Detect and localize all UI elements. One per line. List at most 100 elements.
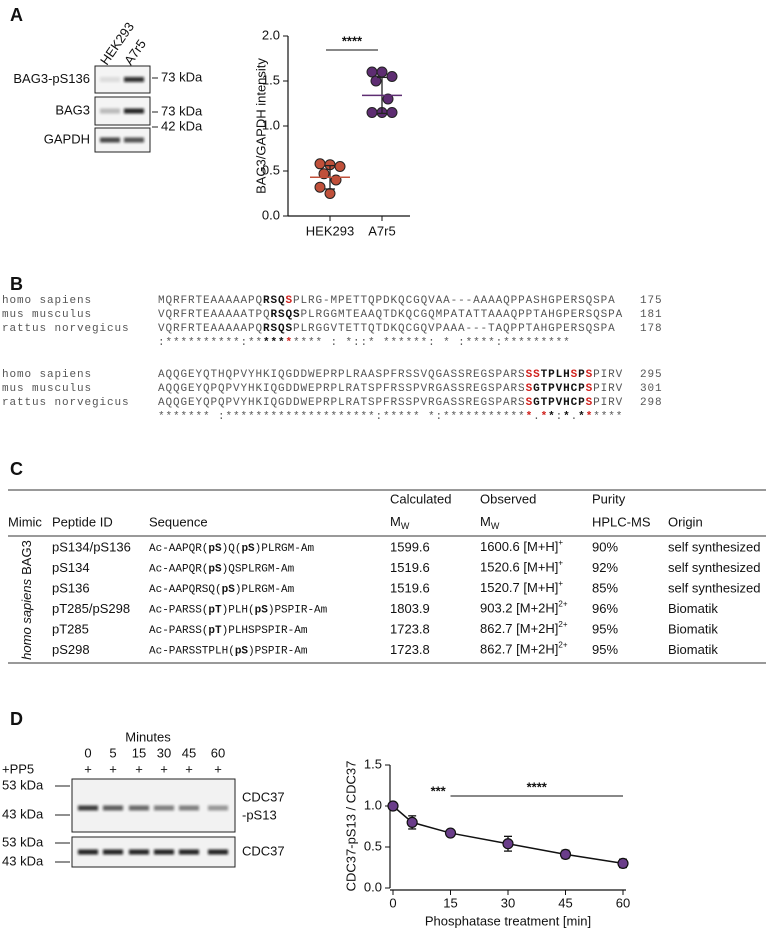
- y-tick-label: 1.0: [262, 117, 280, 132]
- y-tick-label: 1.0: [364, 797, 382, 812]
- charge: +: [558, 559, 563, 568]
- lane-label: 0: [84, 745, 91, 760]
- panel-label: A: [10, 5, 23, 25]
- blot-label: CDC37: [242, 843, 285, 858]
- y-tick-label: 2.0: [262, 27, 280, 42]
- segment: ******* :********************:***** *:**…: [158, 411, 526, 423]
- segment: RSQ: [263, 295, 286, 307]
- header-symbol: M: [390, 514, 401, 529]
- mimic-protein: BAG3: [19, 540, 34, 575]
- band: [100, 108, 120, 114]
- data-line: [392, 805, 624, 865]
- header: Origin: [668, 514, 703, 529]
- segment: *: [586, 411, 594, 423]
- origin: Biomatik: [668, 642, 718, 657]
- segment: SS: [526, 369, 541, 381]
- sequence: VQRFRTEAAAAATPQRSQSPLRGGMTEAAQTDKQCGQMPA…: [158, 309, 623, 321]
- row-label: BAG3-pS136: [13, 71, 90, 86]
- band: [124, 137, 144, 143]
- lane-label: 45: [182, 745, 196, 760]
- segment: :: [556, 411, 564, 423]
- segment: pS: [222, 584, 236, 596]
- marker-label: 73 kDa: [161, 69, 203, 84]
- header: MW: [390, 514, 410, 531]
- peptide-id: pS134/pS136: [52, 539, 131, 554]
- data-point: [559, 848, 572, 860]
- data-point: [314, 181, 326, 193]
- observed-mass: 862.7 [M+2H]2+: [480, 620, 568, 636]
- band: [129, 805, 149, 811]
- segment: )PLRGM-Am: [235, 584, 295, 596]
- band: [208, 805, 228, 811]
- species: mus musculus: [2, 309, 92, 321]
- observed-value: 1520.7 [M+H]: [480, 580, 558, 595]
- panel-label: B: [10, 274, 23, 294]
- band: [179, 849, 199, 855]
- sequence: AQQGEYQPQPVYHKIQGDDWEPRPLRATSPFRSSPVRGAS…: [158, 397, 623, 409]
- calculated-mass: 1803.9: [390, 601, 430, 616]
- band: [78, 849, 98, 855]
- y-axis-label: CDC37-pS13 / CDC37: [343, 761, 358, 892]
- segment: S: [286, 295, 294, 307]
- purity: 96%: [592, 601, 618, 616]
- header-symbol: M: [480, 514, 491, 529]
- segment: S: [526, 383, 534, 395]
- mimic-group: homo sapiens BAG3: [19, 540, 34, 660]
- observed-value: 903.2 [M+2H]: [480, 601, 558, 616]
- band: [100, 137, 120, 143]
- segment: )Q(: [222, 543, 242, 555]
- header: Peptide ID: [52, 514, 113, 529]
- sequence: Ac-PARSS(pT)PLH(pS)PSPIR-Am: [149, 604, 328, 616]
- data-point: [502, 838, 514, 850]
- segment: )PLRGM-Am: [255, 543, 315, 555]
- purity: 85%: [592, 580, 618, 595]
- purity: 90%: [592, 539, 618, 554]
- mimic-species: homo sapiens: [19, 578, 34, 659]
- sequence: Ac-AAPQR(pS)Q(pS)PLRGM-Am: [149, 543, 314, 555]
- blot-label: -pS13: [242, 807, 277, 822]
- observed-mass: 1600.6 [M+H]+: [480, 538, 563, 554]
- y-axis-label: BAG3/GAPDH intensity: [253, 58, 268, 194]
- row-label: BAG3: [55, 102, 90, 117]
- segment: *: [548, 411, 556, 423]
- calculated-mass: 1519.6: [390, 580, 430, 595]
- species: rattus norvegicus: [2, 323, 130, 335]
- purity: 95%: [592, 621, 618, 636]
- data-point: [318, 168, 330, 180]
- blot-box: [71, 836, 236, 868]
- x-tick-label: 60: [616, 895, 630, 910]
- residue-number: 178: [640, 323, 663, 335]
- blot-box: [71, 778, 236, 833]
- header: Observed: [480, 491, 536, 506]
- segment: S: [526, 397, 534, 409]
- header-subscript: W: [491, 521, 500, 531]
- segment: :**********:**: [158, 337, 263, 349]
- band: [208, 849, 228, 855]
- x-axis-label: Phosphatase treatment [min]: [425, 913, 591, 928]
- segment: ***: [263, 337, 286, 349]
- species: homo sapiens: [2, 295, 92, 307]
- y-tick-label: 1.5: [364, 756, 382, 771]
- segment: *: [563, 411, 571, 423]
- segment: AQQGEYQPQPVYHKIQGDDWEPRPLRATSPFRSSPVRGAS…: [158, 397, 526, 409]
- segment: S: [586, 383, 594, 395]
- annotation: ***: [431, 783, 447, 798]
- segment: PIRV: [593, 369, 623, 381]
- peptide-id: pT285/pS298: [52, 601, 130, 616]
- origin: self synthesized: [668, 560, 761, 575]
- treatment-sign: +: [84, 761, 92, 776]
- sequence: Ac-AAPQRSQ(pS)PLRGM-Am: [149, 584, 295, 596]
- lane-label: 60: [211, 745, 225, 760]
- purity: 92%: [592, 560, 618, 575]
- band: [124, 108, 144, 114]
- x-tick-label: HEK293: [306, 223, 354, 238]
- data-point: [330, 174, 342, 186]
- segment: TPLH: [541, 369, 571, 381]
- sequence: VQRFRTEAAAAAPQRSQSPLRGGVTETTQTDKQCGQVPAA…: [158, 323, 616, 335]
- data-point: [376, 66, 388, 78]
- observed-value: 862.7 [M+2H]: [480, 642, 558, 657]
- marker-label: 53 kDa: [2, 834, 44, 849]
- band: [103, 849, 123, 855]
- segment: )PSPIR-Am: [268, 604, 328, 616]
